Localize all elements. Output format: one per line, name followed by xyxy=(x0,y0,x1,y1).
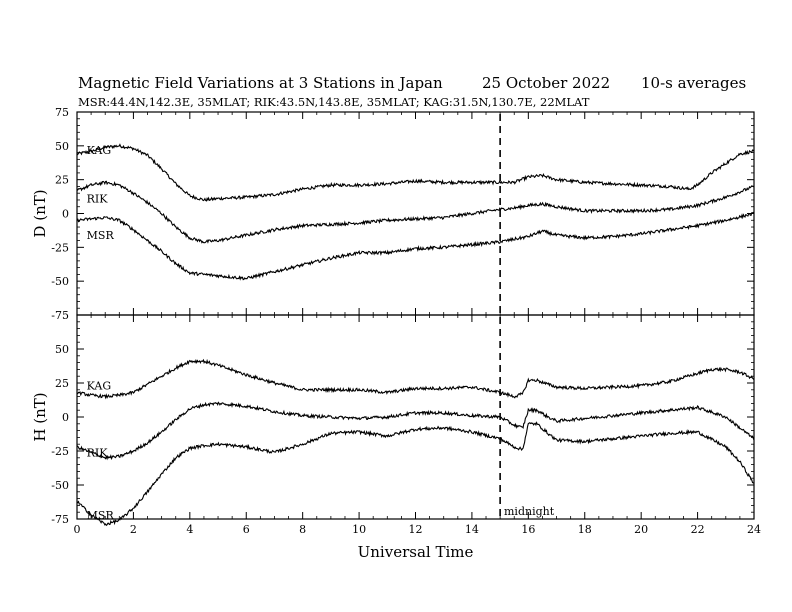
x-tick-label: 6 xyxy=(243,523,250,536)
y-tick-label: 50 xyxy=(55,140,69,153)
x-tick-label: 8 xyxy=(299,523,306,536)
series-label-rik: RIK xyxy=(87,193,109,206)
y-tick-label: -50 xyxy=(51,275,69,288)
x-tick-label: 12 xyxy=(409,523,423,536)
x-tick-label: 24 xyxy=(747,523,761,536)
y-tick-label: -75 xyxy=(51,309,69,322)
midnight-label: midnight xyxy=(504,505,555,518)
x-tick-label: 16 xyxy=(521,523,535,536)
x-tick-label: 14 xyxy=(465,523,479,536)
series-line-rik xyxy=(76,401,755,461)
y-tick-label: -75 xyxy=(51,513,69,526)
y-tick-label: -25 xyxy=(51,241,69,254)
series-line-kag xyxy=(76,358,755,400)
x-tick-label: 22 xyxy=(691,523,705,536)
y-tick-label: -25 xyxy=(51,445,69,458)
y-tick-label: 25 xyxy=(55,174,69,187)
title-date: 25 October 2022 xyxy=(482,74,610,92)
y-tick-label: 25 xyxy=(55,377,69,390)
x-axis-label: Universal Time xyxy=(358,543,474,561)
y-tick-label: 0 xyxy=(62,411,69,424)
series-line-msr xyxy=(76,211,755,281)
y-axis-label: H (nT) xyxy=(31,392,49,441)
series-label-rik: RIK xyxy=(87,446,109,459)
station-coordinates: MSR:44.4N,142.3E, 35MLAT; RIK:43.5N,143.… xyxy=(78,95,590,109)
series-line-rik xyxy=(76,180,755,244)
x-tick-label: 18 xyxy=(578,523,592,536)
x-tick-label: 2 xyxy=(130,523,137,536)
title-averaging: 10-s averages xyxy=(641,74,746,92)
series-label-msr: MSR xyxy=(87,229,115,242)
panel-d: 75 50 25 0 -25 -50 -75 D (nT) KAG RIK MSR xyxy=(31,106,755,322)
y-tick-label: -50 xyxy=(51,479,69,492)
series-line-kag xyxy=(76,143,755,202)
y-tick-label: 0 xyxy=(62,208,69,221)
x-tick-label: 4 xyxy=(186,523,193,536)
series-line-msr xyxy=(76,421,754,527)
x-tick-label: 10 xyxy=(352,523,366,536)
panel-frame xyxy=(76,111,755,316)
series-label-kag: KAG xyxy=(87,144,112,157)
y-tick-label: 75 xyxy=(55,106,69,119)
x-tick-label: 0 xyxy=(74,523,81,536)
chart-panels: 75 50 25 0 -25 -50 -75 D (nT) KAG RIK MSR 50 25 0 -25 -… xyxy=(31,106,761,561)
chart-title: Magnetic Field Variations at 3 Stations … xyxy=(78,74,746,109)
series-label-kag: KAG xyxy=(87,380,112,393)
y-tick-label: 50 xyxy=(55,343,69,356)
y-axis-label: D (nT) xyxy=(31,189,49,237)
x-tick-label: 20 xyxy=(634,523,648,536)
title-main: Magnetic Field Variations at 3 Stations … xyxy=(78,74,443,92)
series-label-msr: MSR xyxy=(87,509,115,522)
